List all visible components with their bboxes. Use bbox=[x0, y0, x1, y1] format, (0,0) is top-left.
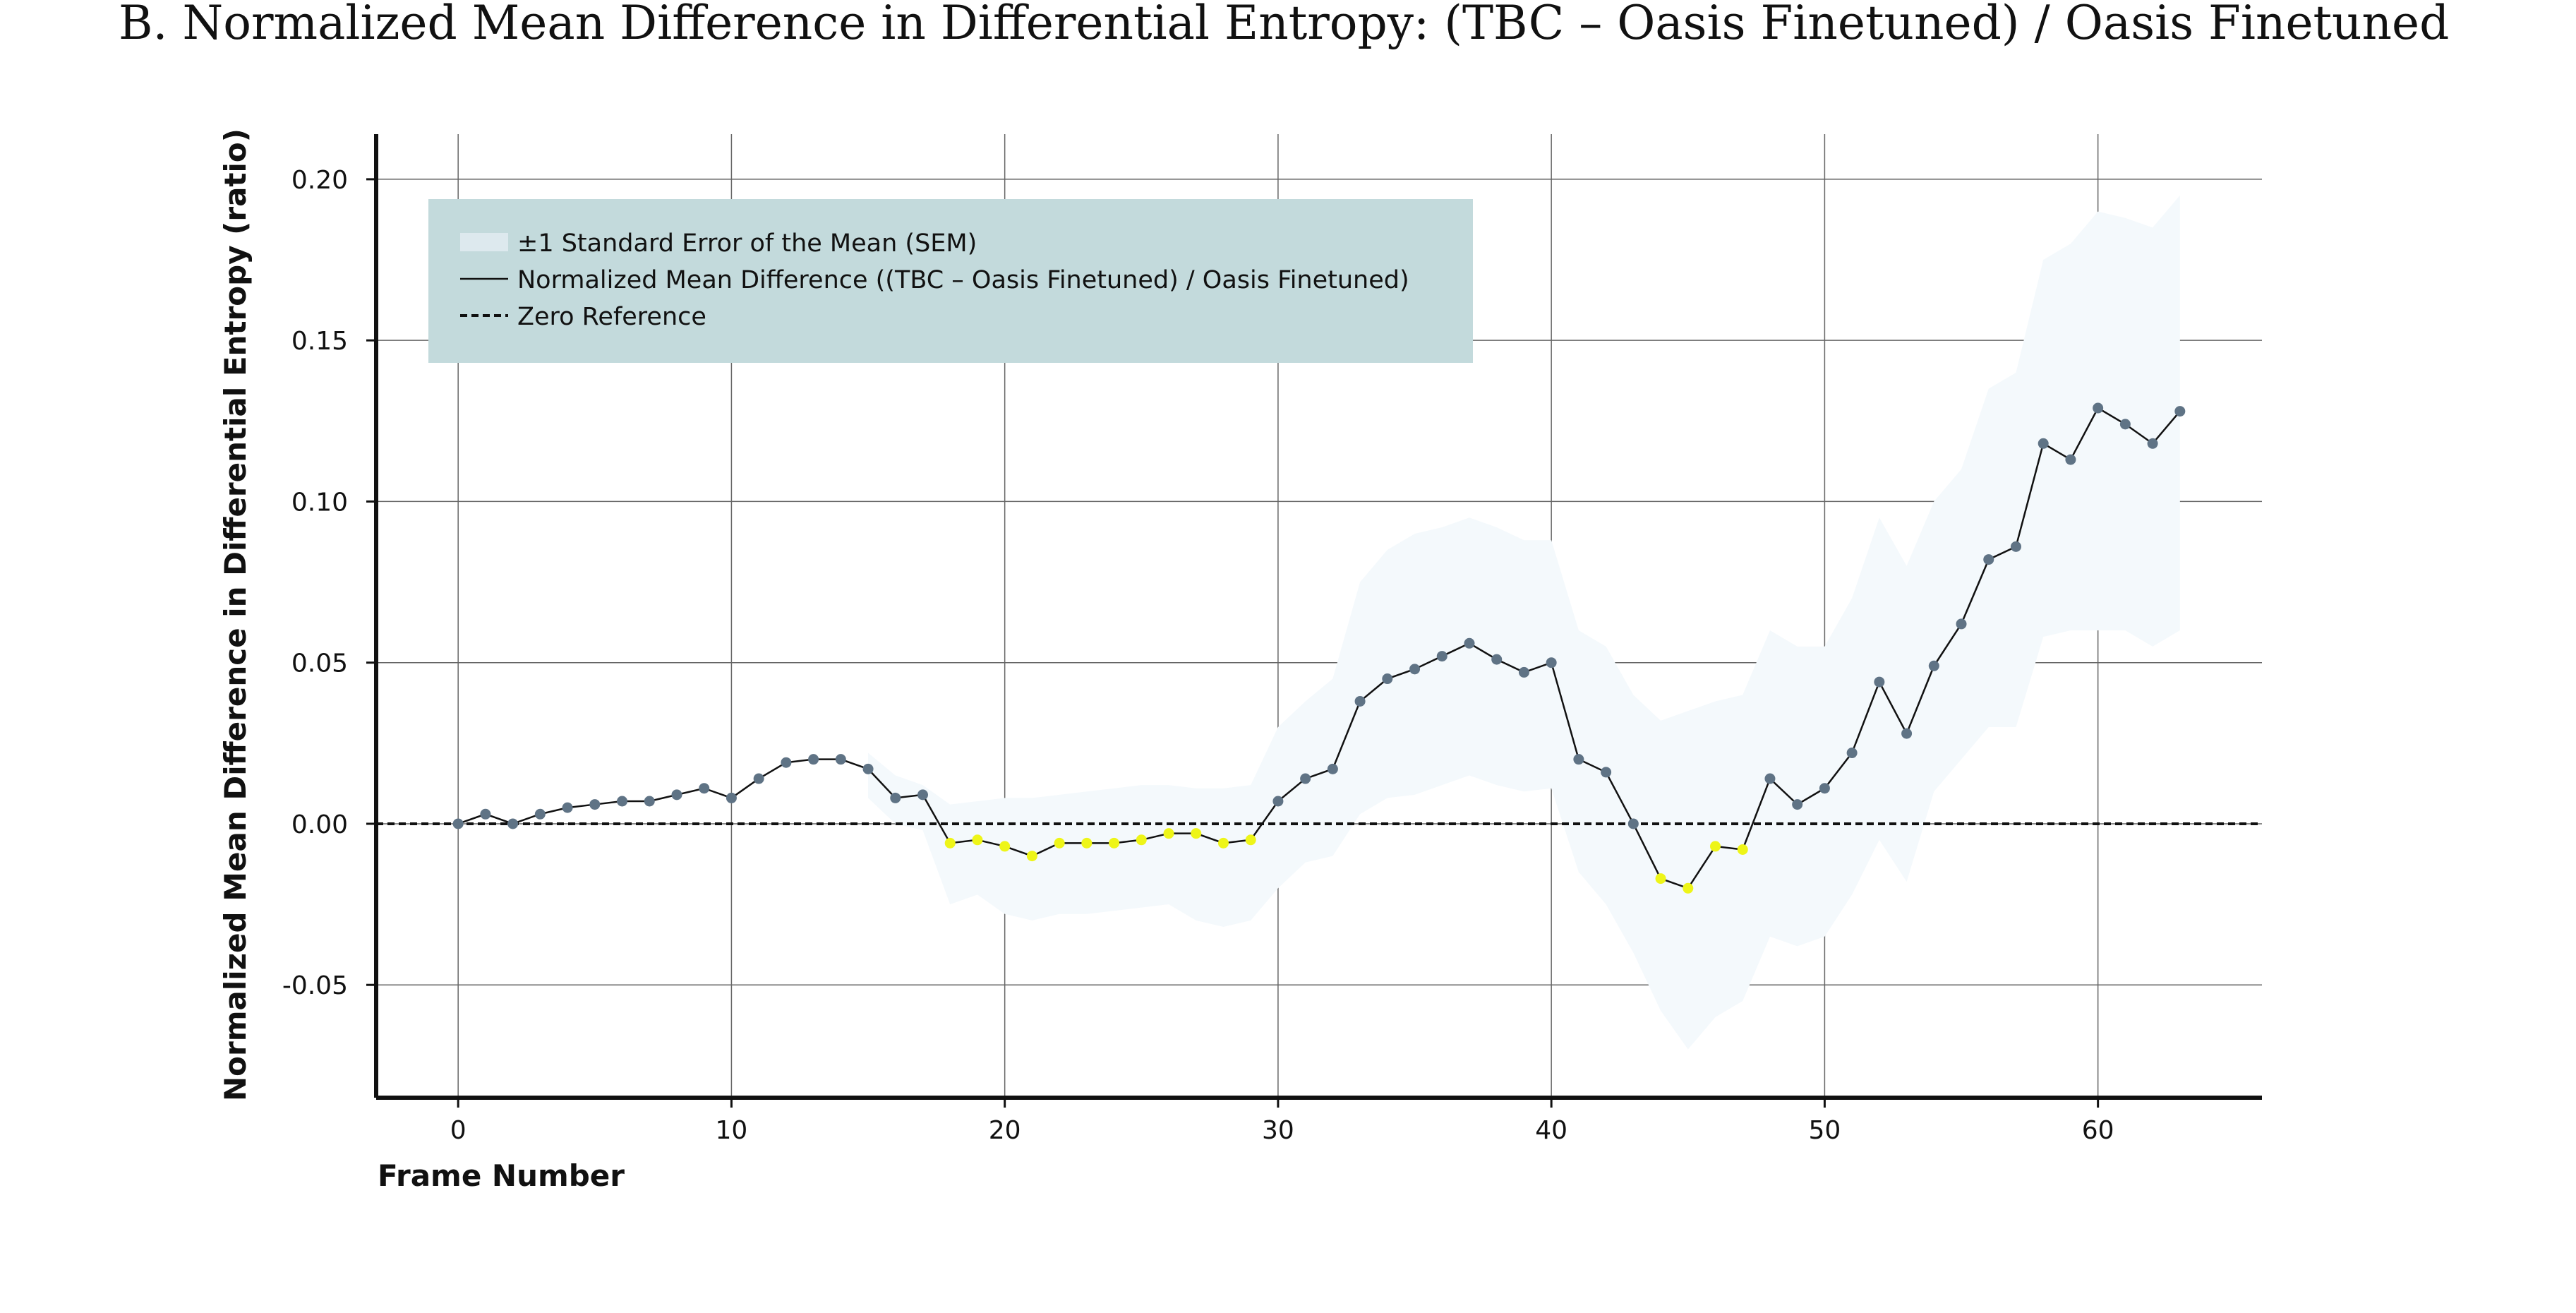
data-point-frame-34 bbox=[1382, 673, 1393, 685]
mean-difference-line bbox=[457, 407, 2181, 889]
data-point-frame-12 bbox=[781, 757, 792, 768]
data-point-frame-40 bbox=[1546, 657, 1557, 669]
data-point-frame-53 bbox=[1901, 728, 1913, 739]
data-point-frame-6 bbox=[617, 796, 628, 807]
legend-background bbox=[428, 199, 1473, 363]
data-point-frame-51 bbox=[1846, 748, 1858, 759]
data-points bbox=[452, 402, 2186, 894]
x-tick-label-30: 30 bbox=[1262, 1116, 1294, 1145]
data-point-frame-1 bbox=[480, 808, 491, 820]
x-tick-label-40: 40 bbox=[1535, 1116, 1567, 1145]
data-point-frame-33 bbox=[1354, 695, 1366, 707]
data-point-frame-46 bbox=[1710, 841, 1721, 852]
data-point-frame-50 bbox=[1819, 783, 1830, 794]
data-point-frame-10 bbox=[726, 792, 737, 803]
data-point-frame-57 bbox=[2010, 541, 2021, 552]
legend: ±1 Standard Error of the Mean (SEM) Norm… bbox=[428, 199, 1473, 363]
x-axis-label: Frame Number bbox=[378, 1158, 625, 1193]
data-point-frame-37 bbox=[1464, 637, 1475, 649]
data-point-frame-61 bbox=[2119, 419, 2131, 430]
data-point-frame-15 bbox=[862, 763, 874, 774]
y-axis-label: Normalized Mean Difference in Differenti… bbox=[218, 128, 253, 1101]
data-point-frame-19 bbox=[972, 834, 983, 846]
legend-sem-swatch bbox=[460, 233, 508, 251]
data-point-frame-24 bbox=[1109, 837, 1120, 849]
data-point-frame-5 bbox=[589, 799, 601, 810]
data-point-frame-41 bbox=[1573, 754, 1584, 765]
data-point-frame-3 bbox=[534, 808, 546, 820]
axes bbox=[366, 134, 2262, 1108]
data-point-frame-59 bbox=[2065, 454, 2076, 465]
x-tick-label-0: 0 bbox=[450, 1116, 467, 1145]
y-tick-label-0.10: 0.10 bbox=[291, 488, 348, 517]
data-point-frame-4 bbox=[562, 802, 573, 813]
data-point-frame-0 bbox=[452, 818, 464, 829]
data-point-frame-21 bbox=[1026, 851, 1037, 862]
x-tick-label-60: 60 bbox=[2082, 1116, 2114, 1145]
y-tick-label--0.05: -0.05 bbox=[282, 971, 348, 1000]
data-point-frame-20 bbox=[999, 841, 1011, 852]
data-point-frame-9 bbox=[699, 783, 710, 794]
y-tick-label-0.00: 0.00 bbox=[291, 810, 348, 839]
data-point-frame-32 bbox=[1327, 763, 1338, 774]
data-point-frame-63 bbox=[2174, 406, 2186, 417]
data-point-frame-22 bbox=[1054, 837, 1065, 849]
data-point-frame-2 bbox=[507, 818, 519, 829]
data-point-frame-54 bbox=[1928, 660, 1939, 671]
data-point-frame-52 bbox=[1874, 676, 1885, 688]
data-point-frame-8 bbox=[671, 789, 682, 801]
x-tick-label-10: 10 bbox=[716, 1116, 748, 1145]
data-point-frame-16 bbox=[890, 792, 901, 803]
data-point-frame-56 bbox=[1983, 554, 1994, 565]
data-point-frame-60 bbox=[2093, 402, 2104, 414]
data-point-frame-39 bbox=[1518, 666, 1529, 678]
y-tick-label-0.15: 0.15 bbox=[291, 327, 348, 356]
data-point-frame-18 bbox=[944, 837, 956, 849]
data-point-frame-47 bbox=[1737, 844, 1748, 855]
data-point-frame-29 bbox=[1245, 834, 1256, 846]
data-point-frame-44 bbox=[1655, 873, 1666, 885]
data-point-frame-36 bbox=[1436, 651, 1448, 662]
y-tick-label-0.05: 0.05 bbox=[291, 649, 348, 678]
data-point-frame-31 bbox=[1300, 773, 1311, 784]
data-point-frame-55 bbox=[1956, 618, 1967, 630]
x-tick-label-50: 50 bbox=[1808, 1116, 1841, 1145]
y-tick-labels: -0.05 0.00 0.05 0.10 0.15 0.20 bbox=[282, 166, 348, 1000]
data-point-frame-14 bbox=[835, 754, 846, 765]
data-point-frame-7 bbox=[644, 796, 655, 807]
data-point-frame-48 bbox=[1764, 773, 1776, 784]
data-point-frame-26 bbox=[1163, 828, 1174, 839]
data-point-frame-11 bbox=[753, 773, 764, 784]
data-point-frame-25 bbox=[1136, 834, 1147, 846]
x-tick-label-20: 20 bbox=[989, 1116, 1021, 1145]
data-point-frame-45 bbox=[1683, 882, 1694, 894]
data-point-frame-58 bbox=[2038, 438, 2049, 449]
data-point-frame-17 bbox=[917, 789, 928, 801]
legend-label-sem: ±1 Standard Error of the Mean (SEM) bbox=[517, 229, 977, 258]
legend-label-mean-difference: Normalized Mean Difference ((TBC – Oasis… bbox=[517, 266, 1409, 294]
x-tick-labels: 0 10 20 30 40 50 60 bbox=[450, 1116, 2114, 1145]
data-point-frame-49 bbox=[1792, 799, 1803, 810]
data-point-frame-43 bbox=[1627, 818, 1639, 829]
data-point-frame-30 bbox=[1272, 796, 1284, 807]
data-point-frame-23 bbox=[1081, 837, 1093, 849]
y-tick-label-0.20: 0.20 bbox=[291, 166, 348, 195]
data-point-frame-27 bbox=[1191, 828, 1202, 839]
data-point-frame-13 bbox=[808, 754, 819, 765]
data-point-frame-28 bbox=[1217, 837, 1229, 849]
data-point-frame-35 bbox=[1409, 664, 1421, 675]
chart-title: B. Normalized Mean Difference in Differe… bbox=[119, 0, 2449, 50]
data-point-frame-42 bbox=[1601, 767, 1612, 778]
data-point-frame-38 bbox=[1491, 654, 1503, 665]
legend-label-zero-reference: Zero Reference bbox=[517, 303, 706, 331]
data-point-frame-62 bbox=[2147, 438, 2158, 449]
